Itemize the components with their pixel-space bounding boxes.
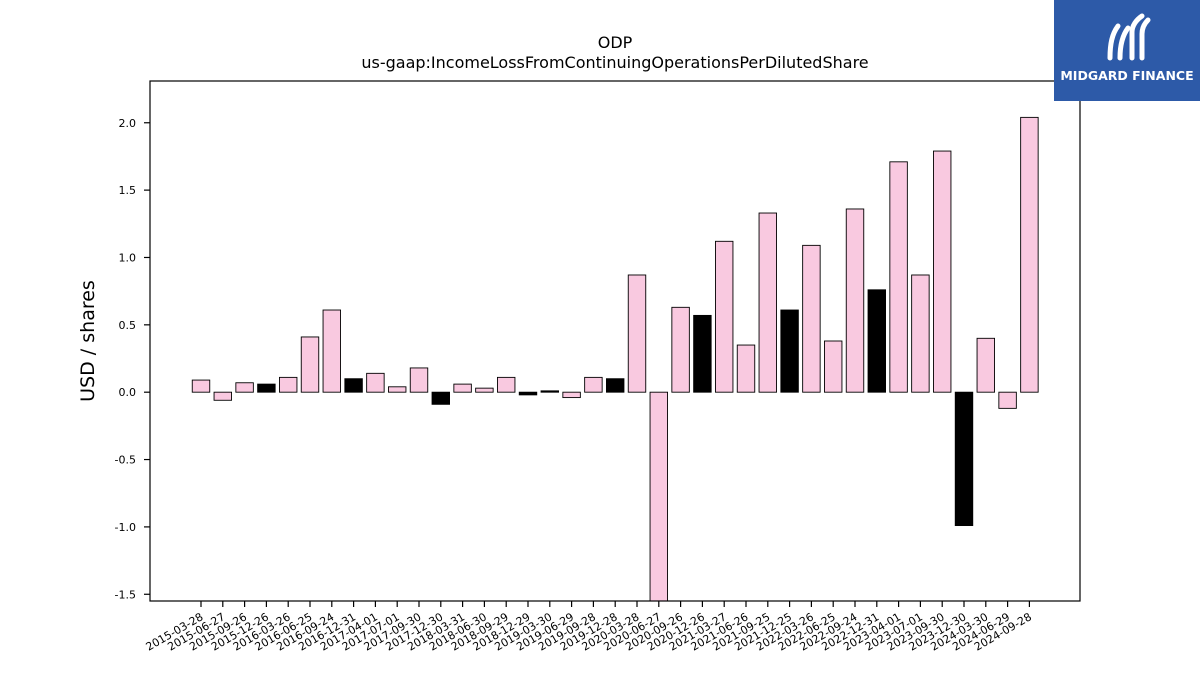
y-tick-label: -1.5	[115, 588, 136, 601]
chart-title: ODP	[598, 33, 633, 52]
y-tick-label: 0.0	[119, 386, 137, 399]
y-tick-label: -1.0	[115, 521, 136, 534]
bar-2018-03-31	[453, 383, 472, 393]
logo-text: MIDGARD FINANCE	[1060, 68, 1194, 83]
bar-2019-12-28	[606, 378, 625, 393]
bar-2019-06-29	[562, 391, 581, 399]
bar-2019-09-28	[584, 376, 603, 393]
bar-2024-03-30	[976, 337, 995, 393]
y-tick-label: -0.5	[115, 454, 136, 467]
bar-2024-06-29	[998, 391, 1017, 409]
bar-2017-09-30	[409, 367, 429, 393]
bar-2018-06-30	[475, 387, 494, 393]
bar-2017-12-30	[431, 391, 450, 405]
bar-2018-09-29	[497, 376, 516, 393]
bar-2018-12-29	[518, 391, 538, 396]
y-tick-label: 2.0	[119, 117, 137, 130]
bar-2022-06-25	[824, 340, 843, 393]
bars-group	[191, 116, 1039, 602]
bar-2016-12-31	[344, 378, 363, 393]
bar-2017-07-01	[388, 386, 407, 393]
y-tick-label: 0.5	[119, 319, 137, 332]
bar-2016-06-25	[300, 336, 320, 393]
brand-logo: MIDGARD FINANCE	[1054, 0, 1200, 101]
bar-2020-09-26	[671, 306, 690, 393]
bar-2023-12-30	[954, 391, 974, 527]
y-tick-label: 1.5	[119, 184, 137, 197]
bar-2023-04-01	[889, 161, 908, 393]
bar-2015-09-26	[235, 382, 254, 393]
bar-2023-09-30	[933, 150, 952, 393]
bar-2015-12-26	[257, 383, 276, 393]
bar-2015-03-28	[191, 379, 211, 393]
bar-2022-12-31	[867, 289, 886, 393]
bar-2015-06-27	[213, 391, 233, 401]
bar-2020-03-28	[627, 274, 647, 393]
plot-frame	[149, 80, 1081, 602]
chart-subtitle: us-gaap:IncomeLossFromContinuingOperatio…	[361, 53, 868, 72]
bar-2024-09-28	[1020, 116, 1039, 393]
bar-2022-09-24	[845, 208, 865, 393]
midgard-finance-logo-icon	[1107, 13, 1151, 61]
y-axis-label: USD / shares	[77, 280, 99, 402]
y-axis-ticks: -1.5 -1.0 -0.5 0.0 0.5 1.0 1.5 2.0	[115, 117, 150, 601]
bar-2019-03-30	[540, 390, 559, 393]
bar-2016-09-24	[322, 309, 341, 393]
y-tick-label: 1.0	[119, 251, 137, 264]
bar-2023-07-01	[911, 274, 930, 393]
bar-2021-03-27	[715, 240, 734, 393]
bar-2021-06-26	[736, 344, 756, 393]
bar-2020-06-27	[649, 391, 668, 602]
bar-2017-04-01	[366, 372, 385, 393]
bar-2016-03-26	[279, 376, 298, 393]
bar-2021-09-25	[758, 212, 777, 393]
bar-2020-12-26	[693, 314, 712, 393]
x-axis-ticks: 2015-03-282015-06-272015-09-262015-12-26…	[144, 601, 1034, 654]
bar-2022-03-26	[802, 244, 821, 393]
bar-2021-12-25	[780, 309, 799, 393]
